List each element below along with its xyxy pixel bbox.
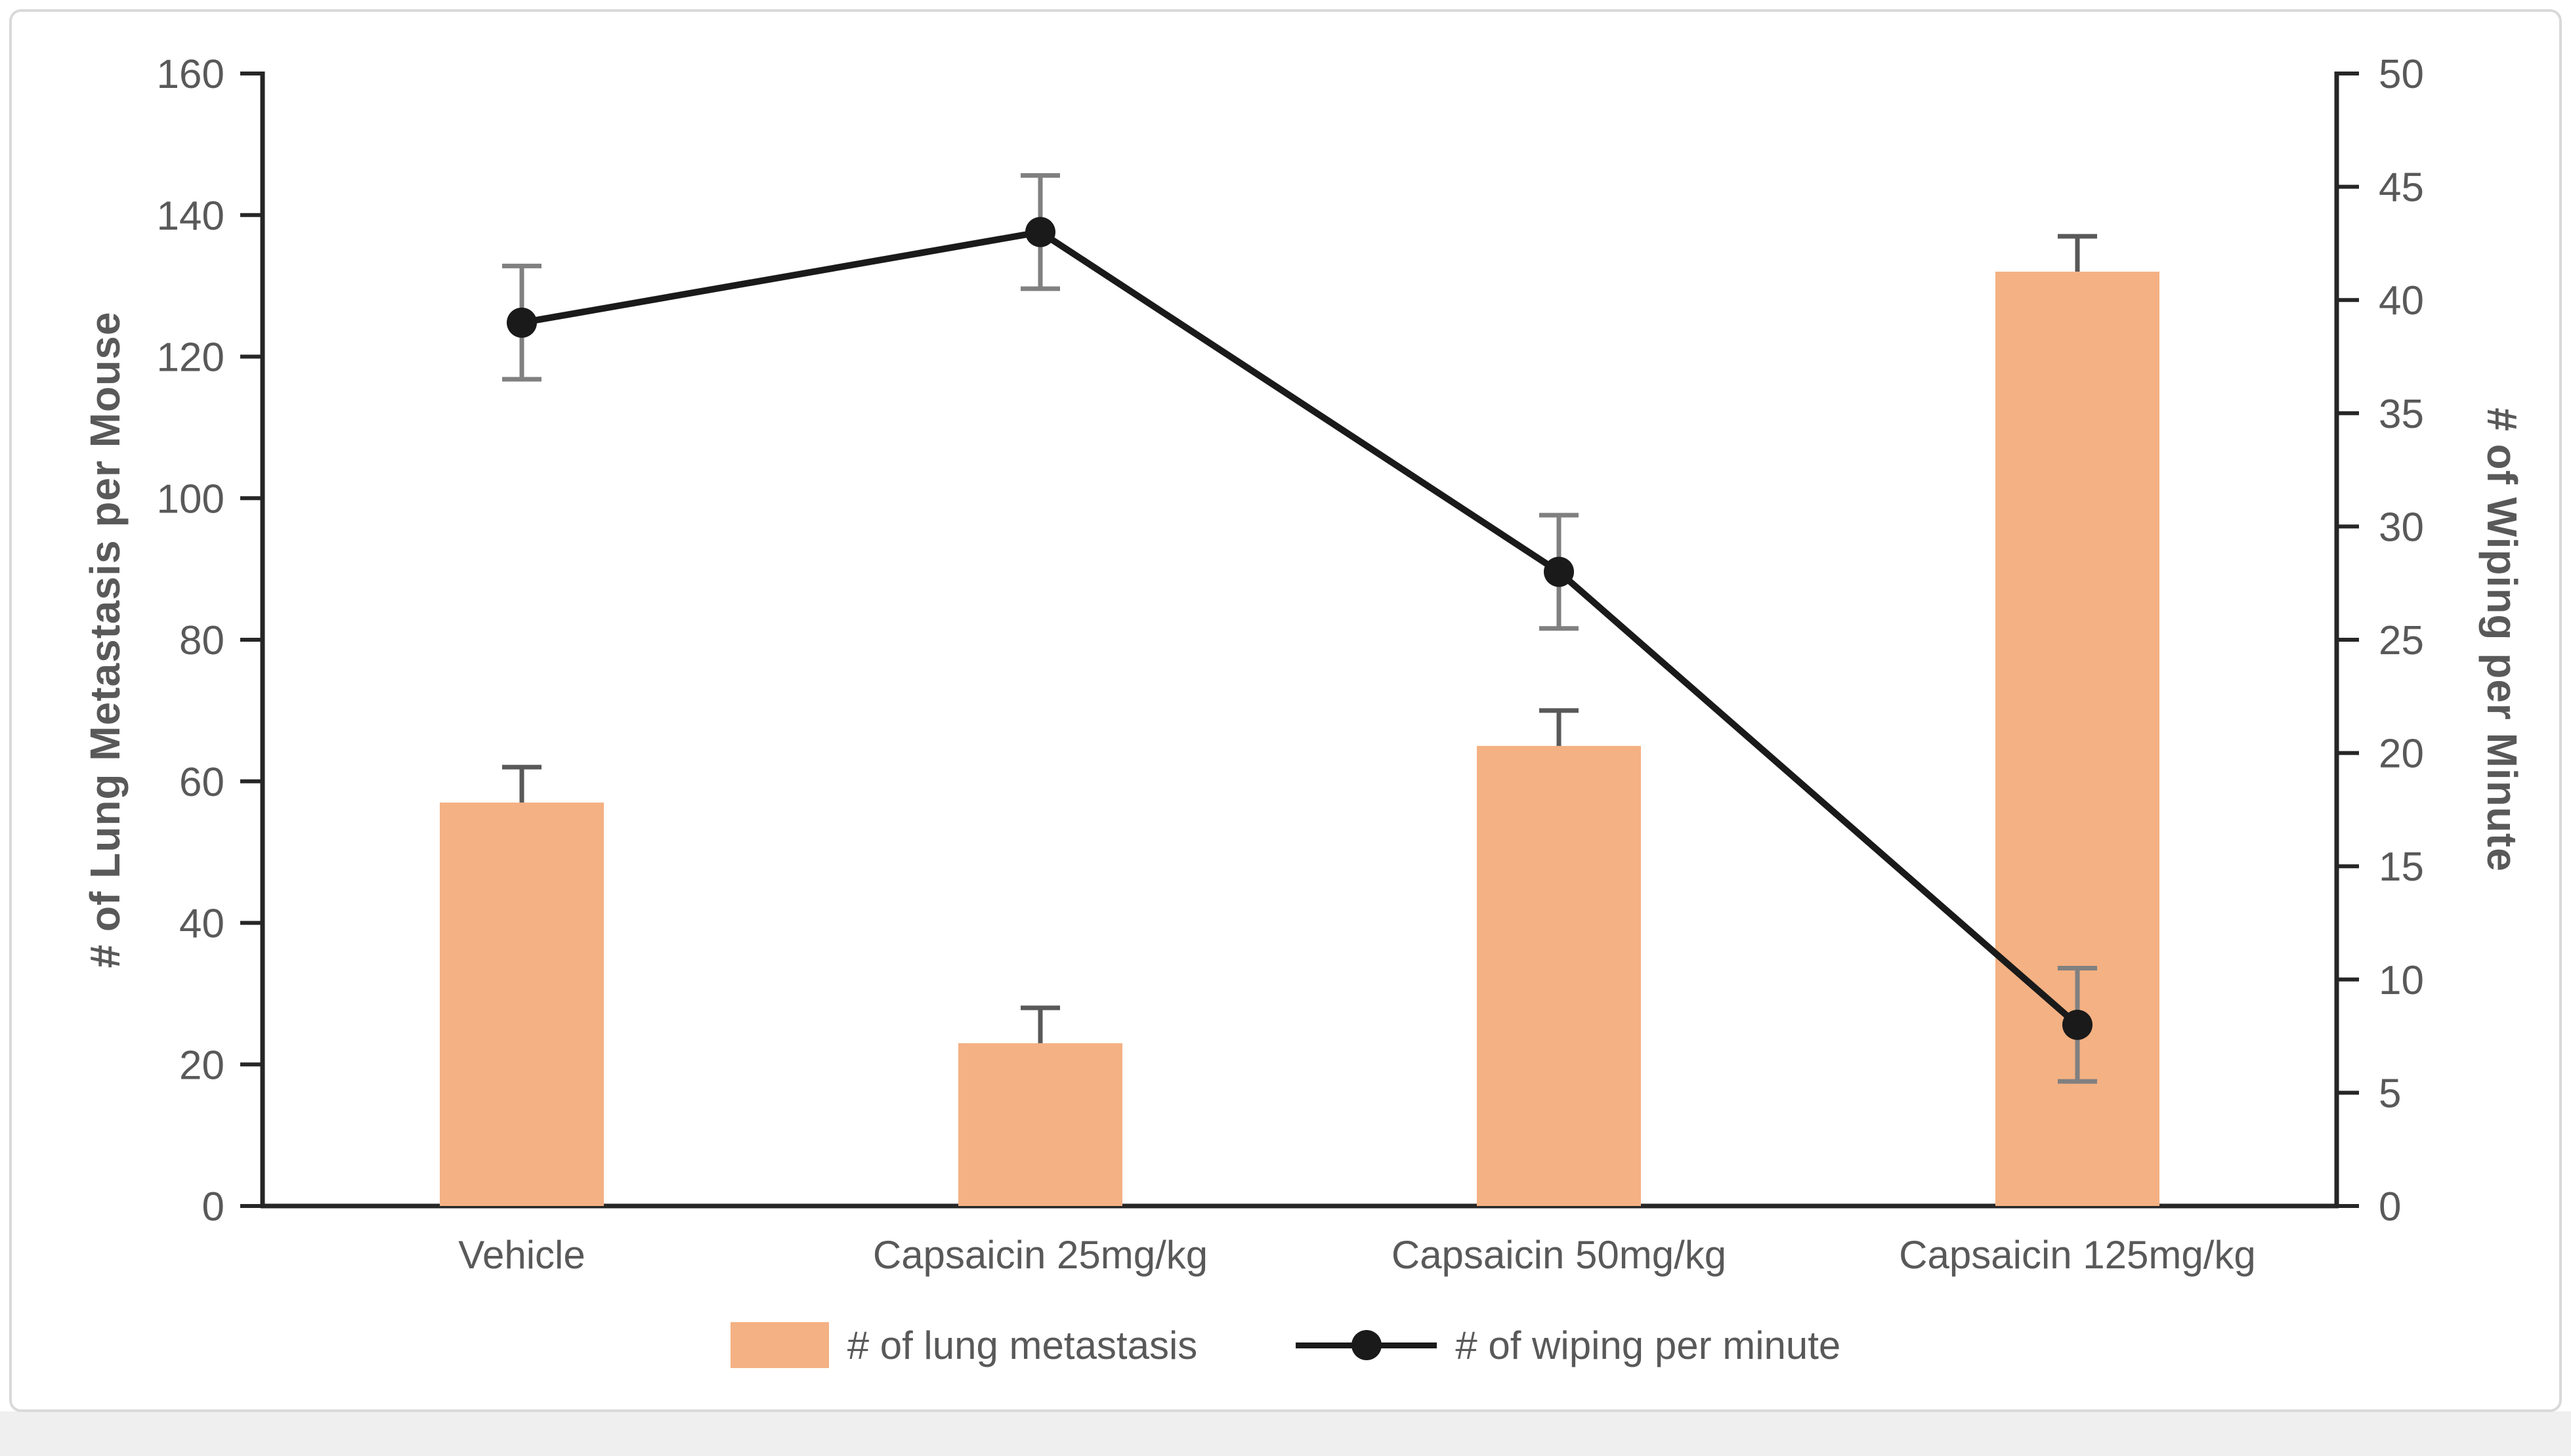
right-axis-tick-label: 45	[2379, 165, 2424, 211]
left-axis-tick-label: 80	[179, 618, 224, 663]
x-category-label: Vehicle	[458, 1233, 585, 1277]
x-category-label: Capsaicin 125mg/kg	[1899, 1233, 2256, 1277]
right-axis-tick-label: 50	[2379, 52, 2424, 97]
legend: # of lung metastasis # of wiping per min…	[0, 1322, 2571, 1368]
right-axis-tick-label: 0	[2379, 1184, 2401, 1230]
left-axis-tick-label: 20	[179, 1043, 224, 1088]
bar-series-swatch	[730, 1322, 829, 1368]
bar	[958, 1043, 1122, 1206]
right-axis-tick-label: 5	[2379, 1071, 2401, 1116]
line-series-marker	[1296, 1330, 1437, 1360]
left-axis-title: # of Lung Metastasis per Mouse	[81, 311, 129, 968]
legend-item-bars: # of lung metastasis	[730, 1322, 1198, 1368]
bar	[440, 802, 604, 1206]
right-axis-tick-label: 15	[2379, 844, 2424, 890]
left-axis-tick-label: 100	[157, 476, 224, 522]
line-data-point	[1025, 217, 1055, 247]
line-series-dot-icon	[1351, 1330, 1382, 1360]
right-axis-tick-label: 25	[2379, 618, 2424, 663]
line-data-point	[1544, 556, 1574, 587]
x-category-label: Capsaicin 25mg/kg	[873, 1233, 1208, 1277]
right-axis-tick-label: 10	[2379, 958, 2424, 1003]
left-axis-tick-label: 60	[179, 760, 224, 805]
bottom-strip	[0, 1411, 2571, 1456]
line-series-path	[521, 228, 2080, 1028]
line-data-point	[2062, 1009, 2093, 1040]
left-axis-tick-label: 160	[157, 52, 224, 97]
right-axis-title: # of Wiping per Minute	[2478, 407, 2526, 872]
left-axis-tick-label: 0	[202, 1184, 224, 1230]
bar	[1477, 745, 1641, 1206]
legend-item-line: # of wiping per minute	[1296, 1323, 1840, 1368]
x-category-label: Capsaicin 50mg/kg	[1392, 1233, 1726, 1277]
right-axis-tick-label: 35	[2379, 392, 2424, 437]
line-data-point	[507, 307, 537, 338]
left-axis-tick-label: 120	[157, 335, 224, 381]
right-axis-tick-label: 40	[2379, 278, 2424, 323]
right-axis-tick-label: 30	[2379, 505, 2424, 550]
bar-series-label: # of lung metastasis	[847, 1323, 1198, 1367]
left-axis-tick-label: 40	[179, 902, 224, 947]
line-series-label: # of wiping per minute	[1455, 1323, 1841, 1367]
right-axis-tick-label: 20	[2379, 732, 2424, 777]
left-axis-tick-label: 140	[157, 194, 224, 239]
